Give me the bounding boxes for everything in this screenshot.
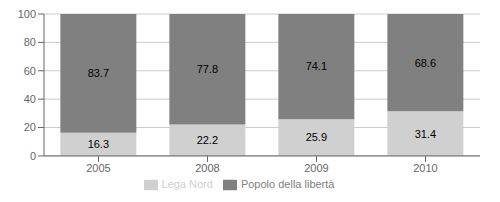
svg-text:100: 100	[18, 8, 36, 20]
svg-text:68.6: 68.6	[415, 57, 436, 69]
svg-text:22.2: 22.2	[197, 134, 218, 146]
svg-text:25.9: 25.9	[306, 131, 327, 143]
svg-text:31.4: 31.4	[415, 128, 436, 140]
svg-text:83.7: 83.7	[88, 67, 109, 79]
svg-text:2009: 2009	[304, 162, 328, 174]
html-text:Popolo della libertà: Popolo della libertà	[240, 177, 335, 190]
svg-text:2005: 2005	[86, 162, 110, 174]
svg-text:40: 40	[24, 93, 36, 105]
svg-text:2008: 2008	[195, 162, 219, 174]
svg-text:0: 0	[30, 150, 36, 162]
html-text:Lega Nord: Lega Nord	[161, 177, 213, 190]
svg-text:77.8: 77.8	[197, 63, 218, 75]
svg-text:80: 80	[24, 36, 36, 48]
svg-text:16.3: 16.3	[88, 138, 109, 150]
svg-text:60: 60	[24, 65, 36, 77]
svg-text:20: 20	[24, 121, 36, 133]
svg-text:2010: 2010	[413, 162, 437, 174]
svg-text:74.1: 74.1	[306, 60, 327, 72]
